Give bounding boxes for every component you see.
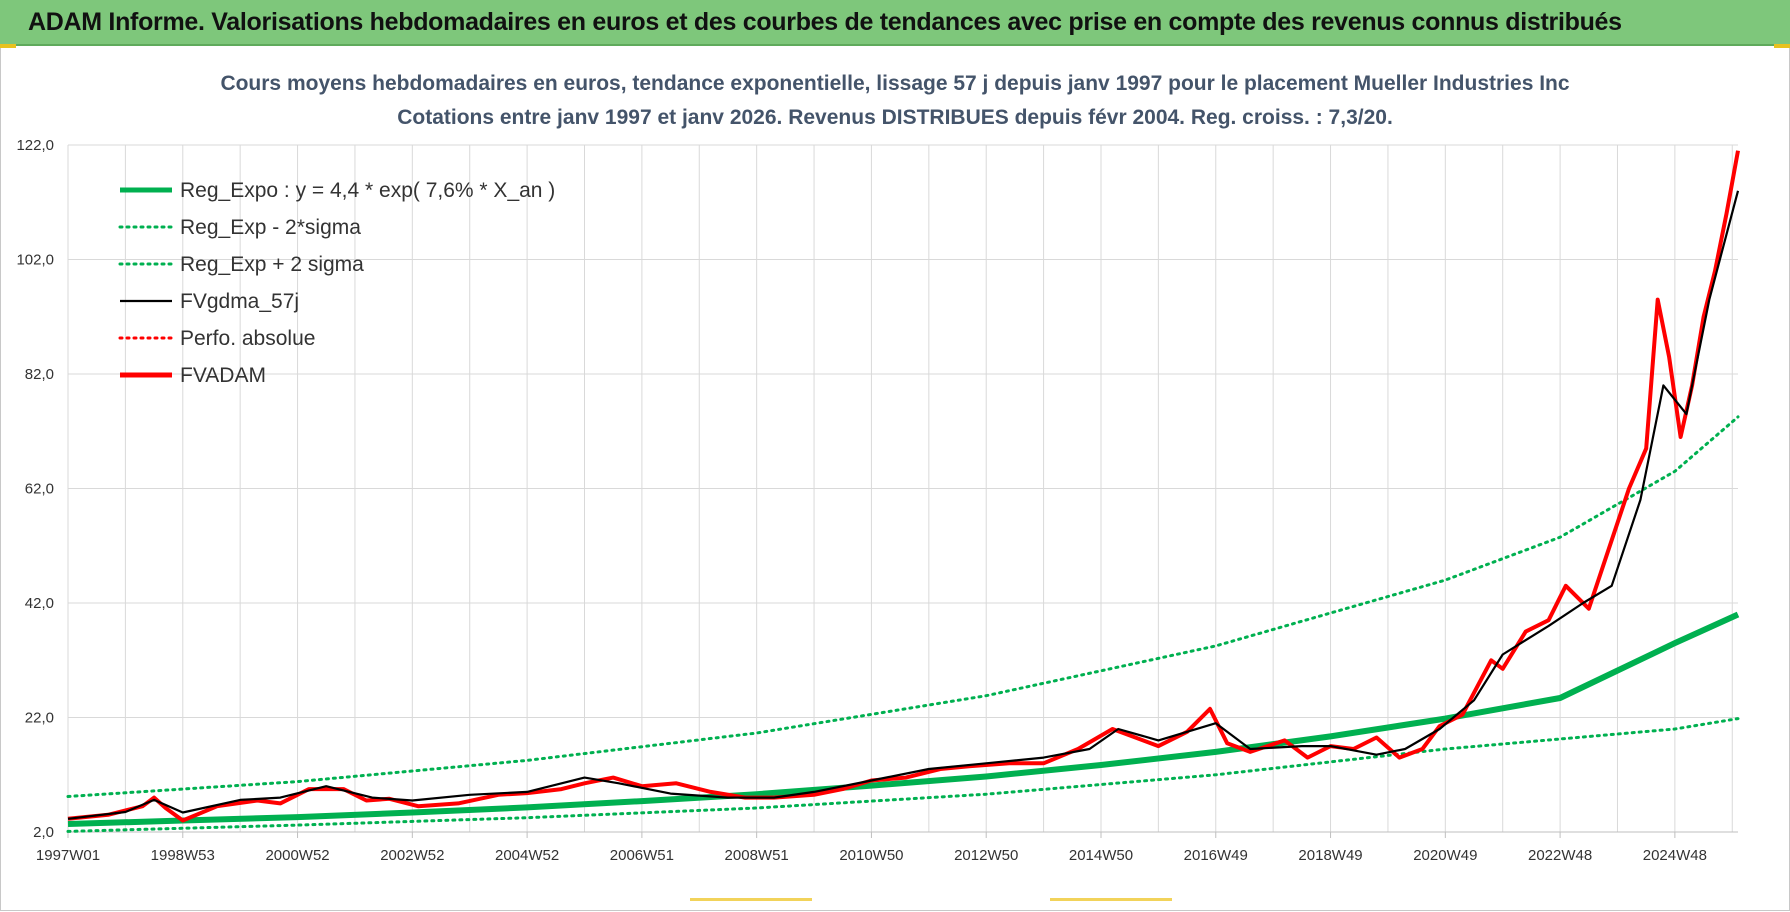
x-tick-label: 1997W01 bbox=[36, 847, 100, 864]
y-tick-label: 22,0 bbox=[25, 710, 54, 727]
x-tick-label: 2006W51 bbox=[610, 847, 674, 864]
y-tick-label: 2,0 bbox=[33, 824, 54, 841]
series-line bbox=[67, 150, 1740, 823]
corner-accent-right bbox=[1774, 44, 1790, 48]
y-axis-ticks: 2,0 22,0 42,0 62,0 82,0 102,0 122,0 bbox=[16, 137, 54, 841]
x-tick-label: 2004W52 bbox=[495, 847, 559, 864]
x-tick-label: 2022W48 bbox=[1528, 847, 1592, 864]
y-tick-label: 102,0 bbox=[16, 252, 54, 269]
banner-title: ADAM Informe. Valorisations hebdomadaire… bbox=[28, 8, 1622, 36]
chart-subtitle: Cotations entre janv 1997 et janv 2026. … bbox=[397, 106, 1393, 129]
corner-accent-left bbox=[0, 44, 16, 48]
x-tick-label: 2018W49 bbox=[1298, 847, 1362, 864]
y-tick-label: 62,0 bbox=[25, 481, 54, 498]
x-tick-label: 2012W50 bbox=[954, 847, 1018, 864]
bottom-accent bbox=[690, 898, 812, 901]
series-line bbox=[66, 415, 1740, 798]
legend-label: Perfo. absolue bbox=[180, 327, 315, 350]
y-tick-label: 42,0 bbox=[25, 595, 54, 612]
y-tick-label: 82,0 bbox=[25, 366, 54, 383]
x-tick-label: 2002W52 bbox=[380, 847, 444, 864]
legend-label: Reg_Exp - 2*sigma bbox=[180, 216, 361, 239]
x-tick-label: 1998W53 bbox=[151, 847, 215, 864]
series-line bbox=[67, 611, 1740, 827]
x-tick-label: 2020W49 bbox=[1413, 847, 1477, 864]
grid bbox=[67, 144, 1738, 833]
legend-label: FVADAM bbox=[180, 364, 266, 387]
legend-label: Reg_Exp + 2 sigma bbox=[180, 253, 364, 276]
x-tick-label: 2014W50 bbox=[1069, 847, 1133, 864]
legend-label: Reg_Expo : y = 4,4 * exp( 7,6% * X_an ) bbox=[180, 179, 555, 202]
x-tick-label: 2010W50 bbox=[839, 847, 903, 864]
series-line bbox=[67, 190, 1740, 820]
title-banner: ADAM Informe. Valorisations hebdomadaire… bbox=[0, 0, 1790, 46]
x-tick-label: 2008W51 bbox=[725, 847, 789, 864]
x-tick-label: 2024W48 bbox=[1643, 847, 1707, 864]
bottom-accent bbox=[1050, 898, 1172, 901]
x-axis-ticks: 1997W01 1998W53 2000W52 2002W52 2004W52 2006W… bbox=[36, 832, 1707, 864]
series-line bbox=[66, 717, 1740, 833]
x-tick-label: 2016W49 bbox=[1184, 847, 1248, 864]
chart-title: Cours moyens hebdomadaires en euros, ten… bbox=[220, 72, 1570, 95]
legend: Reg_Expo : y = 4,4 * exp( 7,6% * X_an ) R… bbox=[118, 179, 555, 387]
x-tick-label: 2000W52 bbox=[265, 847, 329, 864]
legend-label: FVgdma_57j bbox=[180, 290, 299, 313]
series-lines bbox=[66, 150, 1740, 833]
y-tick-label: 122,0 bbox=[16, 137, 54, 154]
